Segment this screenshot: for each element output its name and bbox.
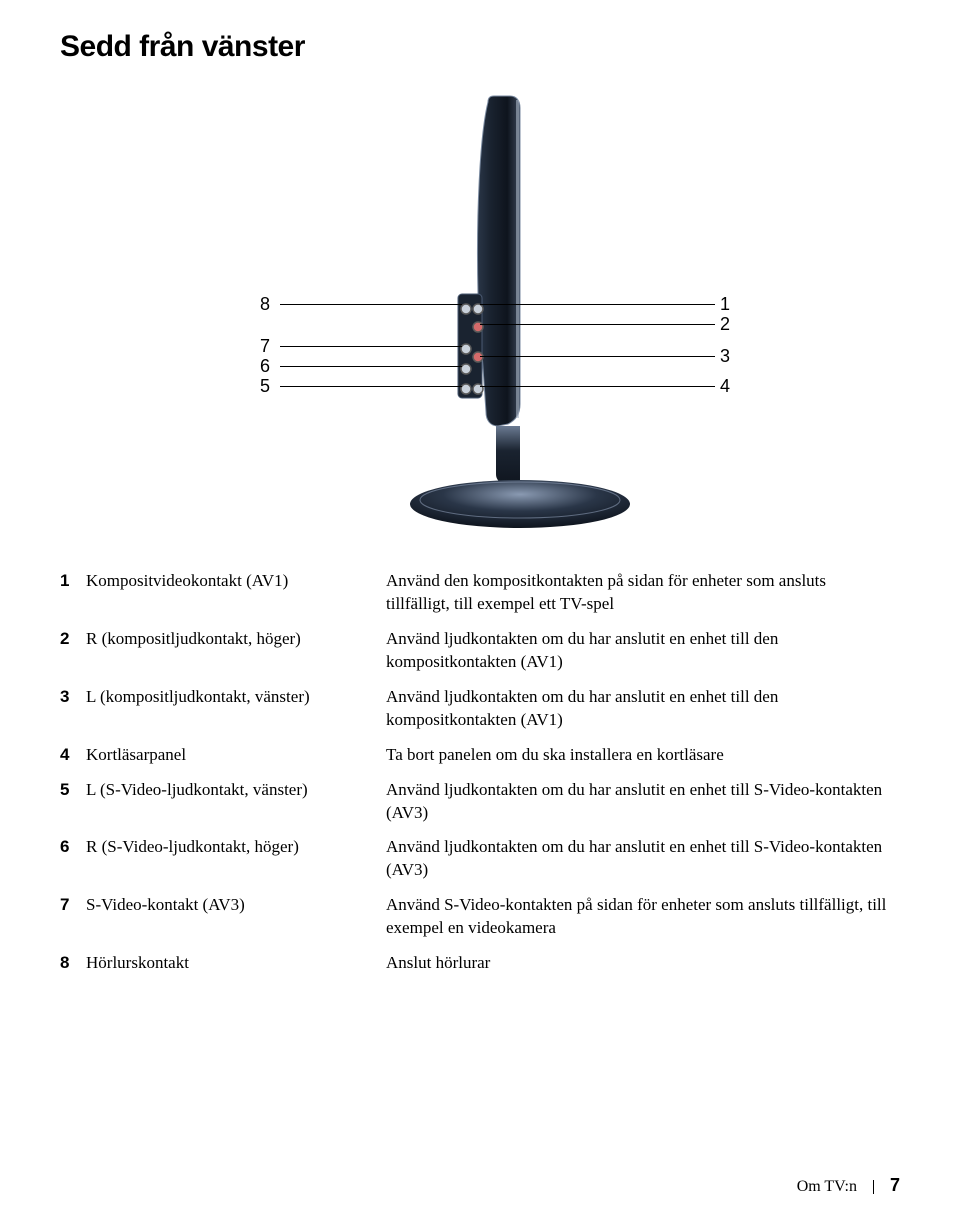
table-row: 3L (kompositljudkontakt, vänster)Använd …	[60, 680, 900, 738]
row-description: Använd ljudkontakten om du har anslutit …	[386, 830, 900, 888]
table-row: 8HörlurskontaktAnslut hörlurar	[60, 946, 900, 981]
callout-label-6: 6	[260, 356, 270, 377]
page-footer: Om TV:n 7	[797, 1175, 900, 1196]
footer-divider	[873, 1180, 874, 1194]
callout-line-8	[280, 304, 462, 305]
row-label: L (kompositljudkontakt, vänster)	[86, 680, 386, 738]
row-description: Ta bort panelen om du ska installera en …	[386, 738, 900, 773]
connector-table: 1Kompositvideokontakt (AV1)Använd den ko…	[60, 564, 900, 981]
table-row: 5L (S-Video-ljudkontakt, vänster)Använd …	[60, 773, 900, 831]
row-description: Använd ljudkontakten om du har anslutit …	[386, 680, 900, 738]
callout-label-7: 7	[260, 336, 270, 357]
row-description: Använd ljudkontakten om du har anslutit …	[386, 622, 900, 680]
callout-label-3: 3	[720, 346, 730, 367]
row-description: Använd ljudkontakten om du har anslutit …	[386, 773, 900, 831]
callout-line-6	[280, 366, 462, 367]
page-title: Sedd från vänster	[60, 30, 900, 64]
row-label: Kortläsarpanel	[86, 738, 386, 773]
row-label: L (S-Video-ljudkontakt, vänster)	[86, 773, 386, 831]
callout-line-2	[480, 324, 715, 325]
callout-line-3	[480, 356, 715, 357]
row-description: Anslut hörlurar	[386, 946, 900, 981]
row-description: Använd S-Video-kontakten på sidan för en…	[386, 888, 900, 946]
footer-page-number: 7	[890, 1175, 900, 1195]
row-number: 5	[60, 773, 86, 831]
table-row: 7S-Video-kontakt (AV3)Använd S-Video-kon…	[60, 888, 900, 946]
callout-label-1: 1	[720, 294, 730, 315]
row-number: 1	[60, 564, 86, 622]
callout-line-5	[280, 386, 462, 387]
callout-label-8: 8	[260, 294, 270, 315]
row-number: 4	[60, 738, 86, 773]
tv-diagram: 8 765 12 3 4	[60, 94, 900, 534]
callout-label-4: 4	[720, 376, 730, 397]
row-label: S-Video-kontakt (AV3)	[86, 888, 386, 946]
footer-section: Om TV:n	[797, 1178, 857, 1195]
table-row: 1Kompositvideokontakt (AV1)Använd den ko…	[60, 564, 900, 622]
table-row: 6R (S-Video-ljudkontakt, höger)Använd lj…	[60, 830, 900, 888]
callout-line-1	[480, 304, 715, 305]
table-row: 2R (kompositljudkontakt, höger)Använd lj…	[60, 622, 900, 680]
callout-label-2: 2	[720, 314, 730, 335]
row-number: 6	[60, 830, 86, 888]
row-number: 8	[60, 946, 86, 981]
row-number: 2	[60, 622, 86, 680]
callout-label-5: 5	[260, 376, 270, 397]
row-label: Kompositvideokontakt (AV1)	[86, 564, 386, 622]
row-number: 3	[60, 680, 86, 738]
row-label: R (S-Video-ljudkontakt, höger)	[86, 830, 386, 888]
row-number: 7	[60, 888, 86, 946]
row-label: Hörlurskontakt	[86, 946, 386, 981]
row-description: Använd den kompositkontakten på sidan fö…	[386, 564, 900, 622]
tv-side-view-icon	[370, 94, 690, 534]
row-label: R (kompositljudkontakt, höger)	[86, 622, 386, 680]
callout-line-7	[280, 346, 462, 347]
table-row: 4KortläsarpanelTa bort panelen om du ska…	[60, 738, 900, 773]
callout-line-4	[480, 386, 715, 387]
